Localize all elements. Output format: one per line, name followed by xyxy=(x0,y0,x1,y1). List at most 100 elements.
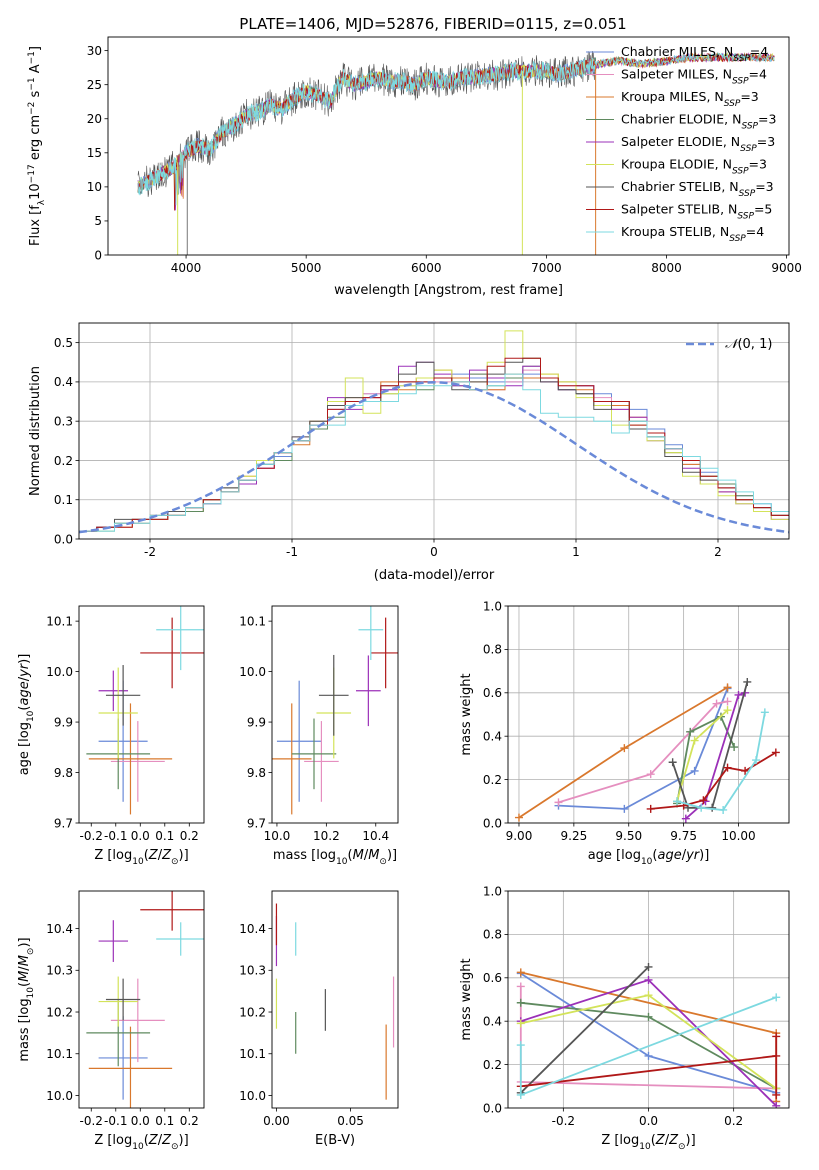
x-tick-label: 5000 xyxy=(291,261,322,275)
mass-weight-marker xyxy=(723,763,732,772)
y-tick-label: 0.6 xyxy=(483,971,502,985)
x-tick-label: 0.00 xyxy=(263,1114,290,1128)
x-tick-label: 0.0 xyxy=(131,829,150,843)
mass-weight-marker xyxy=(668,758,677,767)
y-tick-label: 9.9 xyxy=(247,715,266,729)
panel-mass_weight_vs_age: 9.00 9.25 9.50 9.75 10.00 0.0 0.2 0.4 0.6 0.8 1.0 a… xyxy=(459,599,790,867)
y-tick-label: 10.0 xyxy=(46,1089,73,1103)
y-tick-label: 0.8 xyxy=(483,928,502,942)
mass-weight-marker xyxy=(644,991,653,1000)
x-tick-label: 9.50 xyxy=(615,829,642,843)
panel-spectrum: 4000 5000 6000 7000 8000 9000 0 5 10 15 20 25 30 Chab… xyxy=(27,36,802,298)
legend-label: Chabrier STELIB, NSSP=3 xyxy=(621,179,774,199)
y-tick-label: 0.5 xyxy=(54,336,73,350)
y-tick-label: 0.3 xyxy=(54,414,73,428)
y-tick-label: 1.0 xyxy=(483,884,502,898)
y-tick-label: 15 xyxy=(87,146,102,160)
y-axis-label: Normed distribution xyxy=(28,366,43,496)
mass-weight-marker xyxy=(554,798,563,807)
age_vs_Z-plot-area xyxy=(86,606,204,815)
legend-label: Kroupa MILES, NSSP=3 xyxy=(621,89,759,109)
mass-weight-marker xyxy=(772,1090,781,1099)
mass-weight-marker xyxy=(771,748,780,757)
x-tick-label: 10.4 xyxy=(362,829,389,843)
x-tick-label: 6000 xyxy=(411,261,442,275)
y-tick-label: 0.1 xyxy=(54,493,73,507)
mass-weight-marker xyxy=(752,756,761,765)
legend-label: 𝒩(0, 1) xyxy=(725,337,772,352)
x-tick-label: -0.2 xyxy=(552,1114,575,1128)
x-tick-label: 0.2 xyxy=(180,829,199,843)
mass-weight-marker xyxy=(723,697,732,706)
y-tick-label: 0.4 xyxy=(54,375,73,389)
normal-reference-curve xyxy=(79,381,789,534)
panel-mass_vs_Z: -0.2 -0.1 0.0 0.1 0.2 10.0 10.1 10.2 10.3 10.4 Z [… xyxy=(17,890,205,1152)
x-axis-label: (data-model)/error xyxy=(374,568,495,583)
mass-weight-marker xyxy=(712,699,721,708)
y-tick-label: 1.0 xyxy=(483,599,502,613)
x-axis-label: Z [log10(Z/Z⊙)] xyxy=(601,1133,695,1152)
x-tick-label: -0.1 xyxy=(104,1114,127,1128)
x-tick-label: 10.00 xyxy=(721,829,755,843)
x-tick-label: -0.1 xyxy=(104,829,127,843)
mass-weight-marker xyxy=(730,743,739,752)
axes-frame xyxy=(78,605,205,824)
y-tick-label: 10.4 xyxy=(46,922,73,936)
mass-weight-marker xyxy=(697,803,706,812)
x-tick-label: 0.0 xyxy=(639,1114,658,1128)
mass-weight-marker xyxy=(723,683,732,692)
axes-frame xyxy=(107,36,790,256)
mass-weight-marker xyxy=(644,962,653,971)
mass-weight-marker xyxy=(743,677,752,686)
x-tick-label: 8000 xyxy=(651,261,682,275)
y-tick-label: 9.8 xyxy=(247,766,266,780)
mass_vs_ebv-plot-area xyxy=(275,903,395,1100)
mass-weight-marker xyxy=(620,744,629,753)
x-axis-label: mass [log10(M/M⊙)] xyxy=(273,848,397,867)
x-tick-label: 0.2 xyxy=(180,1114,199,1128)
x-tick-label: 0.1 xyxy=(155,829,174,843)
y-tick-label: 10.1 xyxy=(46,614,73,628)
y-tick-label: 0.2 xyxy=(54,454,73,468)
y-tick-label: 0.4 xyxy=(483,730,502,744)
axes-frame xyxy=(271,605,399,824)
y-axis-label: mass weight xyxy=(459,673,474,755)
mass-weight-series-line xyxy=(685,691,746,820)
y-tick-label: 9.9 xyxy=(54,715,73,729)
spectrum-series-line xyxy=(137,52,775,206)
mass-weight-marker xyxy=(690,736,699,745)
y-tick-label: 10.4 xyxy=(239,922,266,936)
y-axis-label: Flux [fλ10−17 erg cm−2 s−1 A−1] xyxy=(27,46,47,246)
mass-weight-marker xyxy=(772,1032,781,1041)
mass-weight-marker xyxy=(760,708,769,717)
legend-label: Salpeter MILES, NSSP=4 xyxy=(621,67,767,87)
x-tick-label: -2 xyxy=(144,545,156,559)
y-axis-label: mass [log10(M/M⊙)] xyxy=(17,937,36,1061)
mass-weight-marker xyxy=(516,1090,525,1099)
residuals-plot-area xyxy=(79,323,789,539)
y-tick-label: 10.1 xyxy=(239,614,266,628)
axes-frame xyxy=(507,890,790,1109)
mass-weight-marker xyxy=(644,1051,653,1060)
x-axis-label: E(B-V) xyxy=(315,1133,355,1148)
y-tick-label: 0.0 xyxy=(483,816,502,830)
x-tick-label: -1 xyxy=(286,545,298,559)
y-tick-label: 10.2 xyxy=(46,1005,73,1019)
y-tick-label: 0.2 xyxy=(483,1058,502,1072)
axes-frame xyxy=(507,605,790,824)
age_vs_mass-plot-area xyxy=(272,606,398,815)
x-tick-label: 0.2 xyxy=(724,1114,743,1128)
x-tick-label: 2 xyxy=(714,545,722,559)
x-tick-label: -0.2 xyxy=(80,829,103,843)
mass-weight-marker xyxy=(516,998,525,1007)
panel-mass_weight_vs_Z: -0.2 0.0 0.2 0.0 0.2 0.4 0.6 0.8 1.0 Z [log10(Z/Z… xyxy=(459,884,790,1152)
mass-weight-marker xyxy=(690,766,699,775)
mass-weight-marker xyxy=(772,993,781,1002)
mass-weight-marker xyxy=(681,814,690,823)
mass-weight-marker xyxy=(673,797,682,806)
y-tick-label: 10.0 xyxy=(239,1089,266,1103)
mass-weight-series-line xyxy=(520,966,650,1094)
x-axis-label: Z [log10(Z/Z⊙)] xyxy=(94,1133,188,1152)
